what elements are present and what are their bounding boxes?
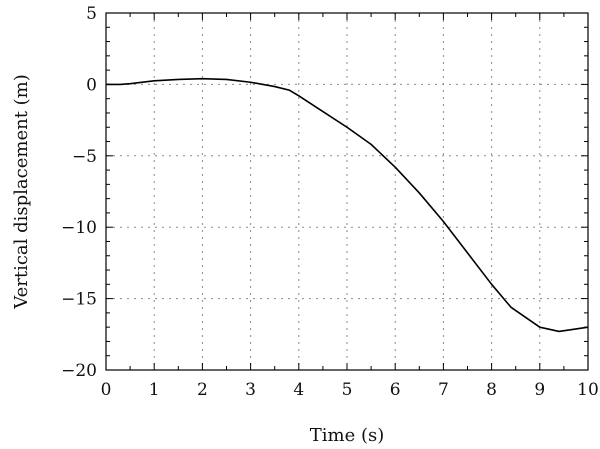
y-tick-label: −10: [61, 218, 97, 238]
series-line: [106, 77, 589, 333]
x-tick-label: 10: [577, 380, 599, 400]
x-tick-label: 4: [293, 380, 304, 400]
x-axis-label: Time (s): [310, 425, 385, 446]
y-axis-label: Vertical displacement (m): [11, 74, 32, 310]
x-tick-label: 2: [197, 380, 208, 400]
y-tick-label: −20: [61, 361, 97, 381]
y-tick-label: 5: [86, 4, 97, 24]
y-tick-label: −15: [61, 290, 97, 310]
grid-lines: [106, 13, 588, 370]
x-tick-label: 9: [534, 380, 545, 400]
x-tick-label: 3: [245, 380, 256, 400]
axis-ticks: [105, 12, 589, 371]
x-tick-label: 0: [101, 380, 112, 400]
y-tick-labels: 5 0 −5 −10 −15 −20: [61, 4, 97, 381]
x-tick-label: 7: [438, 380, 449, 400]
y-tick-label: 0: [86, 75, 97, 95]
x-tick-labels: 0 1 2 3 4 5 6 7 8 9 10: [101, 380, 599, 400]
plot-frame: [105, 12, 589, 371]
x-tick-label: 6: [390, 380, 401, 400]
x-tick-label: 1: [149, 380, 160, 400]
x-tick-label: 8: [486, 380, 497, 400]
y-tick-label: −5: [72, 147, 97, 167]
x-tick-label: 5: [342, 380, 353, 400]
